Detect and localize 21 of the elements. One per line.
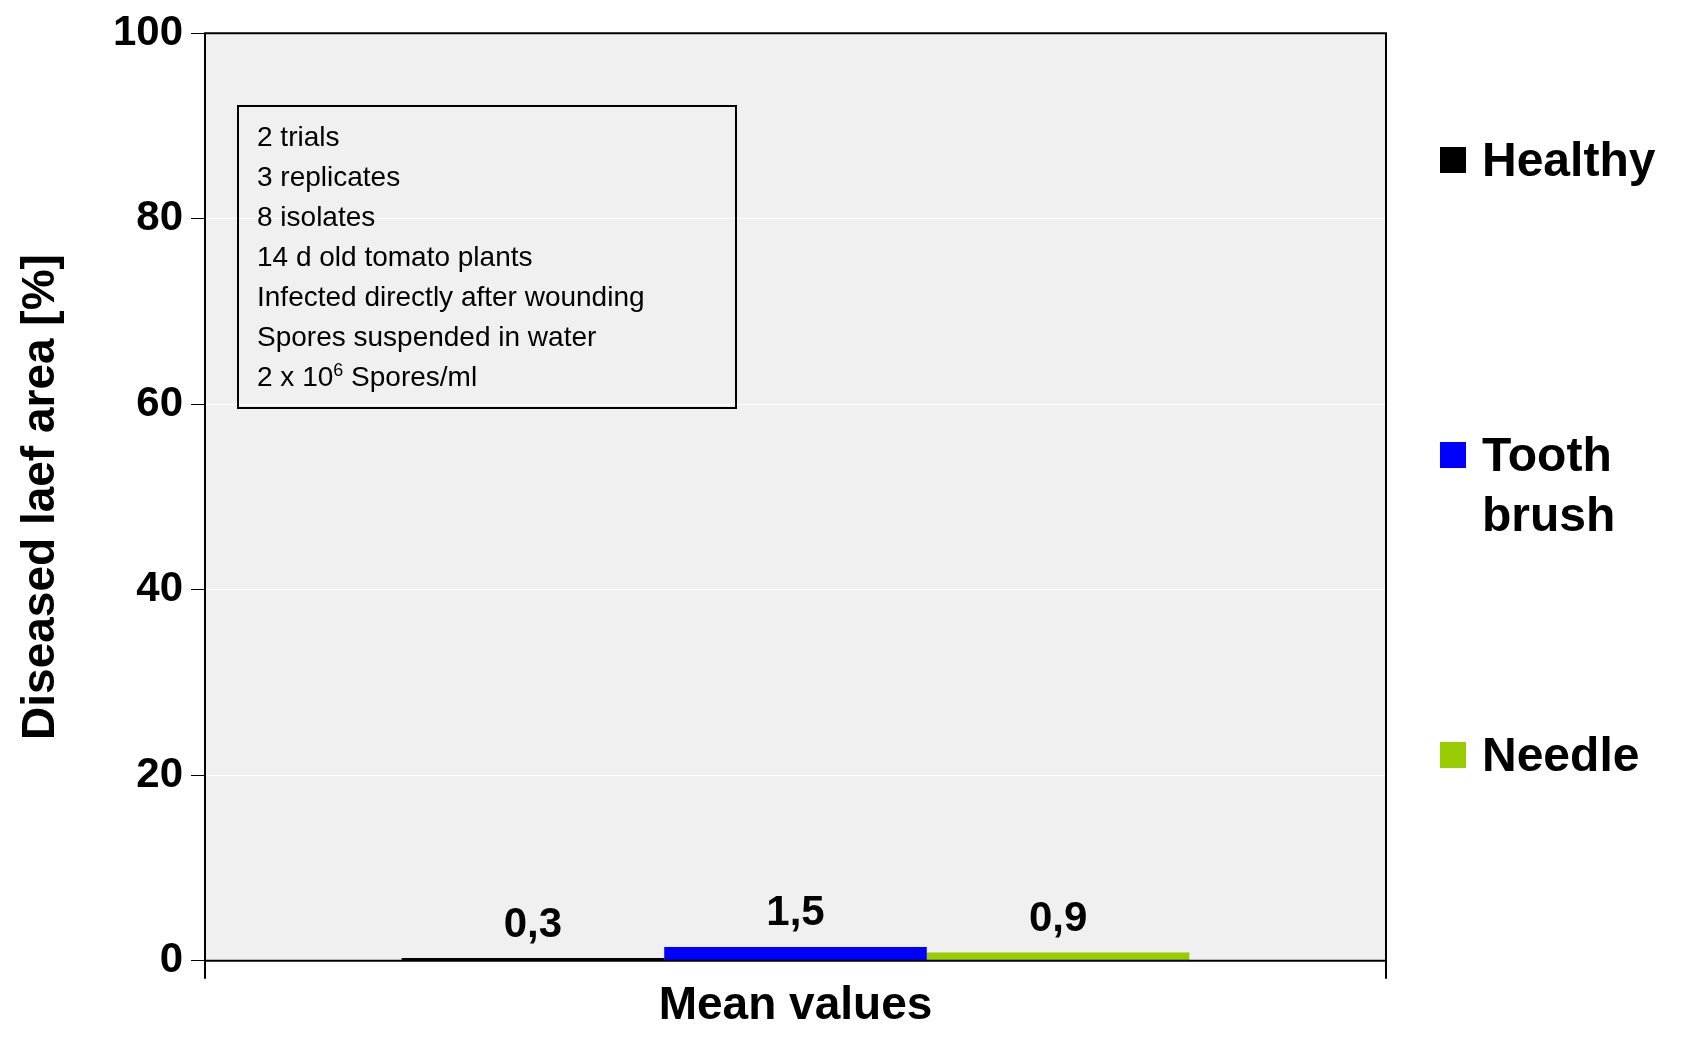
- y-tick-label: 20: [136, 748, 183, 796]
- annotation: 3 replicates: [257, 161, 401, 192]
- annotation: 2 x 10$^{6}$ Spores/ml: [257, 359, 478, 392]
- annotation: 8 isolates: [257, 201, 376, 232]
- x-axis-title: Mean values: [658, 977, 933, 1030]
- legend-label: Healthy: [1482, 132, 1656, 188]
- y-tick-label: 80: [136, 192, 183, 240]
- annotation: 2 trials: [257, 121, 340, 152]
- data-label: 0,9: [1028, 893, 1088, 941]
- y-tick-label: 40: [136, 563, 183, 611]
- y-axis-title: Diseased laef area [%]: [12, 254, 65, 740]
- annotation: Infected directly after wounding: [257, 281, 645, 312]
- legend-label: Tooth brush: [1482, 427, 1617, 543]
- data-label: 1,5: [766, 887, 825, 935]
- annotation: Spores suspended in water: [257, 321, 597, 352]
- y-tick-label: 60: [136, 377, 183, 425]
- legend-label: Needle: [1482, 727, 1641, 783]
- y-tick-label: 0: [159, 934, 183, 982]
- data-label: 0,3: [503, 898, 563, 946]
- annotation: 14 d old tomato plants: [257, 241, 533, 272]
- y-tick-label: 100: [112, 6, 183, 54]
